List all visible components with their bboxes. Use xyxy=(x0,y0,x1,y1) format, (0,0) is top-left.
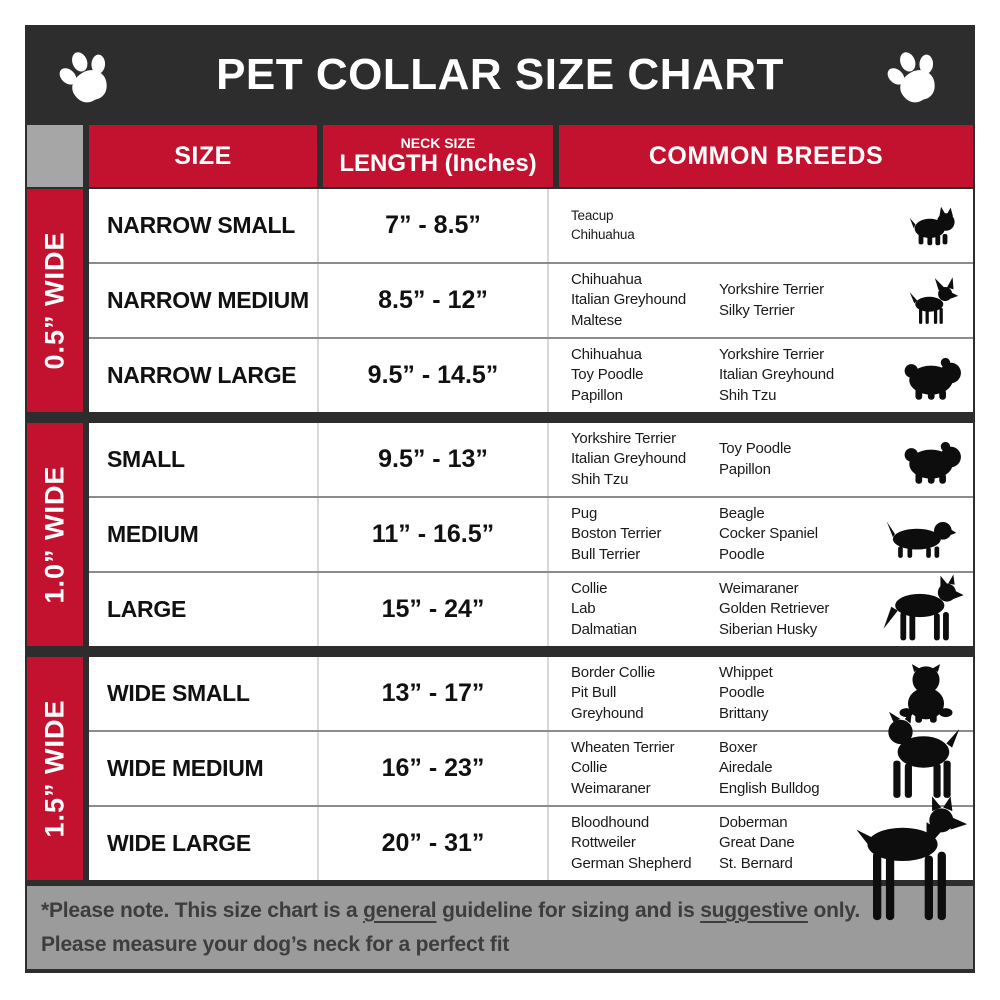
breeds-cell: Chihuahua Italian Greyhound Maltese York… xyxy=(547,264,973,337)
note-underlined-word: general xyxy=(363,898,437,922)
breeds-cell: Bloodhound Rottweiler German Shepherd Do… xyxy=(547,796,973,921)
beagle-icon xyxy=(886,520,957,558)
table-row: NARROW LARGE 9.5” - 14.5” Chihuahua Toy … xyxy=(89,337,973,412)
neck-cell: 8.5” - 12” xyxy=(317,264,547,337)
neck-cell: 7” - 8.5” xyxy=(317,189,547,262)
table-row: NARROW MEDIUM 8.5” - 12” Chihuahua Itali… xyxy=(89,262,973,337)
column-header-neck-size: NECK SIZE LENGTH (Inches) xyxy=(323,125,553,187)
note-text: *Please note. This size chart is a xyxy=(41,898,364,922)
size-cell: NARROW SMALL xyxy=(107,212,296,238)
breeds-left-list: Pug Boston Terrier Bull Terrier xyxy=(571,505,662,563)
size-cell: WIDE MEDIUM xyxy=(107,755,264,781)
breeds-cell: Wheaten Terrier Collie Weimaraner Boxer … xyxy=(547,710,973,805)
width-label-0-5: 0.5” WIDE xyxy=(27,189,83,412)
breeds-cell: Teacup Chihuahua xyxy=(547,189,973,262)
chart-board: PET COLLAR SIZE CHART SIZE NECK SIZE LEN… xyxy=(25,25,975,973)
width-label-1-5: 1.5” WIDE xyxy=(27,657,83,880)
note-text: guideline for sizing and is xyxy=(436,898,701,922)
table-row: WIDE LARGE 20” - 31” Bloodhound Rottweil… xyxy=(89,796,973,921)
table-row: WIDE SMALL 13” - 17” Border Collie Pit B… xyxy=(89,657,973,730)
chihuahua-icon xyxy=(909,276,959,324)
breeds-cell: Collie Lab Dalmatian Weimaraner Golden R… xyxy=(547,573,973,646)
size-cell: SMALL xyxy=(107,446,185,472)
group-1-5-wide: 1.5” WIDE WIDE SMALL 13” - 17” Border Co… xyxy=(25,657,975,921)
breeds-left-list: Border Collie Pit Bull Greyhound xyxy=(571,664,656,722)
table-row: SMALL 9.5” - 13” Yorkshire Terrier Itali… xyxy=(89,423,973,496)
title-bar: PET COLLAR SIZE CHART xyxy=(25,25,975,125)
note-line-2: Please measure your dog’s neck for a per… xyxy=(41,932,510,956)
width-label-1-0: 1.0” WIDE xyxy=(27,423,83,646)
size-cell: WIDE SMALL xyxy=(107,680,250,706)
breeds-cell: Chihuahua Toy Poodle Papillon Yorkshire … xyxy=(547,339,973,412)
breeds-right-list: Beagle Cocker Spaniel Poodle xyxy=(719,505,818,563)
neck-cell: 16” - 23” xyxy=(317,732,547,805)
breeds-left-list: Wheaten Terrier Collie Weimaraner xyxy=(571,739,675,797)
breeds-right-list: Boxer Airedale English Bulldog xyxy=(719,739,820,797)
breeds-cell: Yorkshire Terrier Italian Greyhound Shih… xyxy=(547,423,973,496)
neck-cell: 15” - 24” xyxy=(317,573,547,646)
breeds-cell: Pug Boston Terrier Bull Terrier Beagle C… xyxy=(547,498,973,571)
group-divider xyxy=(25,412,975,423)
breeds-right-list: Whippet Poodle Brittany xyxy=(719,664,773,722)
group-rows: WIDE SMALL 13” - 17” Border Collie Pit B… xyxy=(89,657,973,921)
table-row: WIDE MEDIUM 16” - 23” Wheaten Terrier Co… xyxy=(89,710,973,805)
breeds-right-list: Yorkshire Terrier Italian Greyhound Shih… xyxy=(719,346,835,404)
page-title: PET COLLAR SIZE CHART xyxy=(216,50,784,99)
width-label-text: 1.5” WIDE xyxy=(39,699,70,838)
length-inches-label: LENGTH (Inches) xyxy=(339,149,537,177)
shih-tzu-icon xyxy=(904,441,961,484)
german-shepherd-icon xyxy=(883,573,964,640)
breeds-right-list: Weimaraner Golden Retriever Siberian Hus… xyxy=(719,580,830,638)
pit-bull-icon xyxy=(888,710,960,798)
breeds-right-list: Doberman Great Dane St. Bernard xyxy=(719,814,795,872)
breeds-left-list: Chihuahua Italian Greyhound Maltese xyxy=(571,271,687,329)
breeds-right-list: Yorkshire Terrier Silky Terrier xyxy=(719,281,824,319)
column-header-size: SIZE xyxy=(89,125,317,187)
corner-cell xyxy=(27,125,83,187)
size-cell: NARROW MEDIUM xyxy=(107,287,309,313)
doberman-icon xyxy=(856,796,968,921)
width-label-text: 0.5” WIDE xyxy=(39,231,70,370)
paw-icon xyxy=(59,52,107,103)
neck-cell: 11” - 16.5” xyxy=(317,498,547,571)
note-underlined-word: suggestive xyxy=(700,898,808,922)
size-cell: LARGE xyxy=(107,596,187,622)
size-cell: WIDE LARGE xyxy=(107,830,251,856)
neck-cell: 9.5” - 13” xyxy=(317,423,547,496)
group-0-5-wide: 0.5” WIDE NARROW SMALL 7” - 8.5” Teacup … xyxy=(25,189,975,412)
table-header-row: SIZE NECK SIZE LENGTH (Inches) COMMON BR… xyxy=(25,125,975,187)
group-rows: SMALL 9.5” - 13” Yorkshire Terrier Itali… xyxy=(89,423,973,646)
breeds-left-list: Teacup Chihuahua xyxy=(571,208,635,242)
breeds-left-list: Collie Lab Dalmatian xyxy=(571,580,637,638)
shih-tzu-icon xyxy=(904,357,961,400)
breeds-cell: Border Collie Pit Bull Greyhound Whippet… xyxy=(547,657,973,730)
group-rows: NARROW SMALL 7” - 8.5” Teacup Chihuahua xyxy=(89,189,973,412)
note-line-1: *Please note. This size chart is a gener… xyxy=(41,894,973,928)
neck-size-label: NECK SIZE xyxy=(400,135,476,152)
table-row: LARGE 15” - 24” Collie Lab Dalmatian Wei… xyxy=(89,571,973,646)
table-row: MEDIUM 11” - 16.5” Pug Boston Terrier Bu… xyxy=(89,496,973,571)
neck-cell: 9.5” - 14.5” xyxy=(317,339,547,412)
breeds-left-list: Chihuahua Toy Poodle Papillon xyxy=(571,346,644,404)
column-header-common-breeds: COMMON BREEDS xyxy=(559,125,973,187)
group-1-0-wide: 1.0” WIDE SMALL 9.5” - 13” Yorkshire Ter… xyxy=(25,423,975,646)
note-text: only. xyxy=(807,898,861,922)
neck-cell: 20” - 31” xyxy=(317,807,547,880)
footer-note: *Please note. This size chart is a gener… xyxy=(27,886,973,969)
paw-icon xyxy=(887,52,935,103)
breeds-right-list: Toy Poodle Papillon xyxy=(719,440,792,478)
group-divider xyxy=(25,646,975,657)
size-cell: MEDIUM xyxy=(107,521,199,547)
yorkshire-terrier-icon xyxy=(909,206,955,245)
breeds-left-list: Yorkshire Terrier Italian Greyhound Shih… xyxy=(571,430,687,488)
size-cell: NARROW LARGE xyxy=(107,362,297,388)
breeds-left-list: Bloodhound Rottweiler German Shepherd xyxy=(571,814,692,872)
neck-cell: 13” - 17” xyxy=(317,657,547,730)
table-row: NARROW SMALL 7” - 8.5” Teacup Chihuahua xyxy=(89,189,973,262)
width-label-text: 1.0” WIDE xyxy=(39,465,70,604)
